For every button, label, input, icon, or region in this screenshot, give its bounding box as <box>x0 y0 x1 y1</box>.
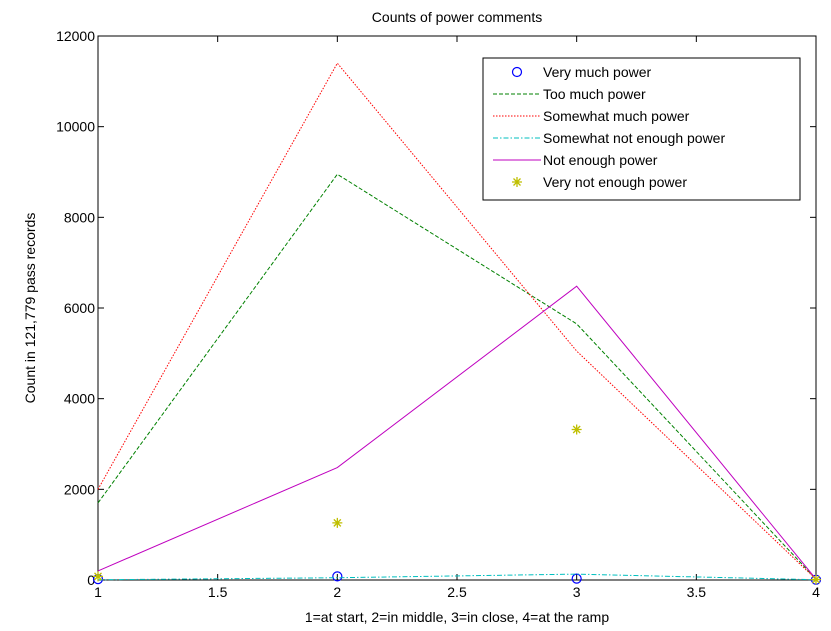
series-line-not-enough-power <box>97 285 817 580</box>
y-tick-label: 0 <box>87 572 95 588</box>
x-tick-label: 3 <box>573 584 581 600</box>
legend-entry-label: Very much power <box>543 64 651 80</box>
y-tick-label: 2000 <box>64 481 95 497</box>
x-axis-label: 1=at start, 2=in middle, 3=in close, 4=a… <box>305 609 610 625</box>
y-tick-label: 12000 <box>56 28 95 44</box>
data-point-very-not-enough-power <box>93 571 103 582</box>
legend-entry-label: Somewhat not enough power <box>543 130 725 146</box>
x-tick-label: 2 <box>333 584 341 600</box>
series-layer <box>92 62 822 585</box>
data-point-very-much-power <box>332 571 343 582</box>
legend-marker-star <box>512 177 522 187</box>
x-tick-label: 1.5 <box>208 584 228 600</box>
series-line-somewhat-much-power <box>97 62 817 580</box>
data-point-very-much-power <box>571 573 582 584</box>
data-point-very-not-enough-power <box>811 574 821 585</box>
chart-title: Counts of power comments <box>372 9 542 25</box>
legend-entry-label: Too much power <box>543 86 646 102</box>
legend-entry-label: Very not enough power <box>543 174 687 190</box>
legend: Very much power Too much power Somewhat mu… <box>482 57 801 201</box>
data-point-very-not-enough-power <box>332 517 343 528</box>
y-tick-label: 6000 <box>64 300 95 316</box>
x-tick-label: 2.5 <box>447 584 467 600</box>
x-tick-label: 1 <box>94 584 102 600</box>
x-tick-label: 3.5 <box>687 584 707 600</box>
y-tick-label: 10000 <box>56 119 95 135</box>
y-axis-label: Count in 121,779 pass records <box>22 213 38 404</box>
legend-entry-label: Somewhat much power <box>543 108 690 124</box>
y-tick-label: 4000 <box>64 391 95 407</box>
legend-marker-circle <box>511 66 523 78</box>
x-tick-label: 4 <box>812 584 820 600</box>
series-line-somewhat-not-enough-power <box>97 573 817 581</box>
legend-box <box>482 57 801 201</box>
legend-entry-label: Not enough power <box>543 152 658 168</box>
y-tick-label: 8000 <box>64 209 95 225</box>
series-line-too-much-power <box>97 173 817 580</box>
data-point-very-not-enough-power <box>571 424 582 435</box>
